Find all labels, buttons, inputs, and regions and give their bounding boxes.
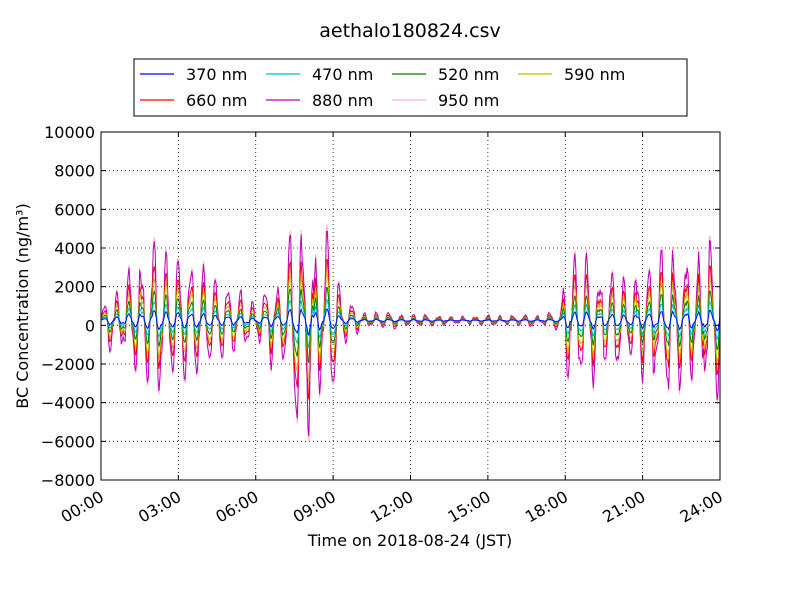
y-tick-label: 2000 — [54, 278, 95, 297]
y-tick-label: −2000 — [41, 355, 95, 374]
legend-label: 470 nm — [312, 65, 373, 84]
legend: 370 nm 470 nm 520 nm 590 nm 660 nm 880 nm 950 … — [133, 58, 688, 117]
y-tick-label: 8000 — [54, 162, 95, 181]
legend-label: 950 nm — [438, 91, 499, 110]
y-tick-label: 10000 — [44, 123, 95, 142]
legend-label: 590 nm — [564, 65, 625, 84]
y-axis-label: BC Concentration (ng/m³) — [13, 203, 32, 408]
legend-label: 660 nm — [186, 91, 247, 110]
y-tick-label: 0 — [85, 316, 95, 335]
y-tick-label: −6000 — [41, 432, 95, 451]
legend-box — [133, 58, 688, 117]
y-tick-label: −8000 — [41, 471, 95, 490]
y-tick-label: −4000 — [41, 394, 95, 413]
series-line-370-nm — [100, 308, 721, 337]
y-tick-label: 4000 — [54, 239, 95, 258]
y-tick-label: 6000 — [54, 200, 95, 219]
axis-ticks — [100, 131, 721, 481]
series-lines — [100, 226, 721, 443]
y-tick-labels: 10000 8000 6000 4000 2000 0 −2000 −4000 −6000 −80… — [41, 123, 95, 490]
legend-label: 370 nm — [186, 65, 247, 84]
x-axis-label: Time on 2018-08-24 (JST) — [307, 531, 512, 550]
legend-label: 880 nm — [312, 91, 373, 110]
chart-title: aethalo180824.csv — [319, 20, 501, 42]
legend-label: 520 nm — [438, 65, 499, 84]
